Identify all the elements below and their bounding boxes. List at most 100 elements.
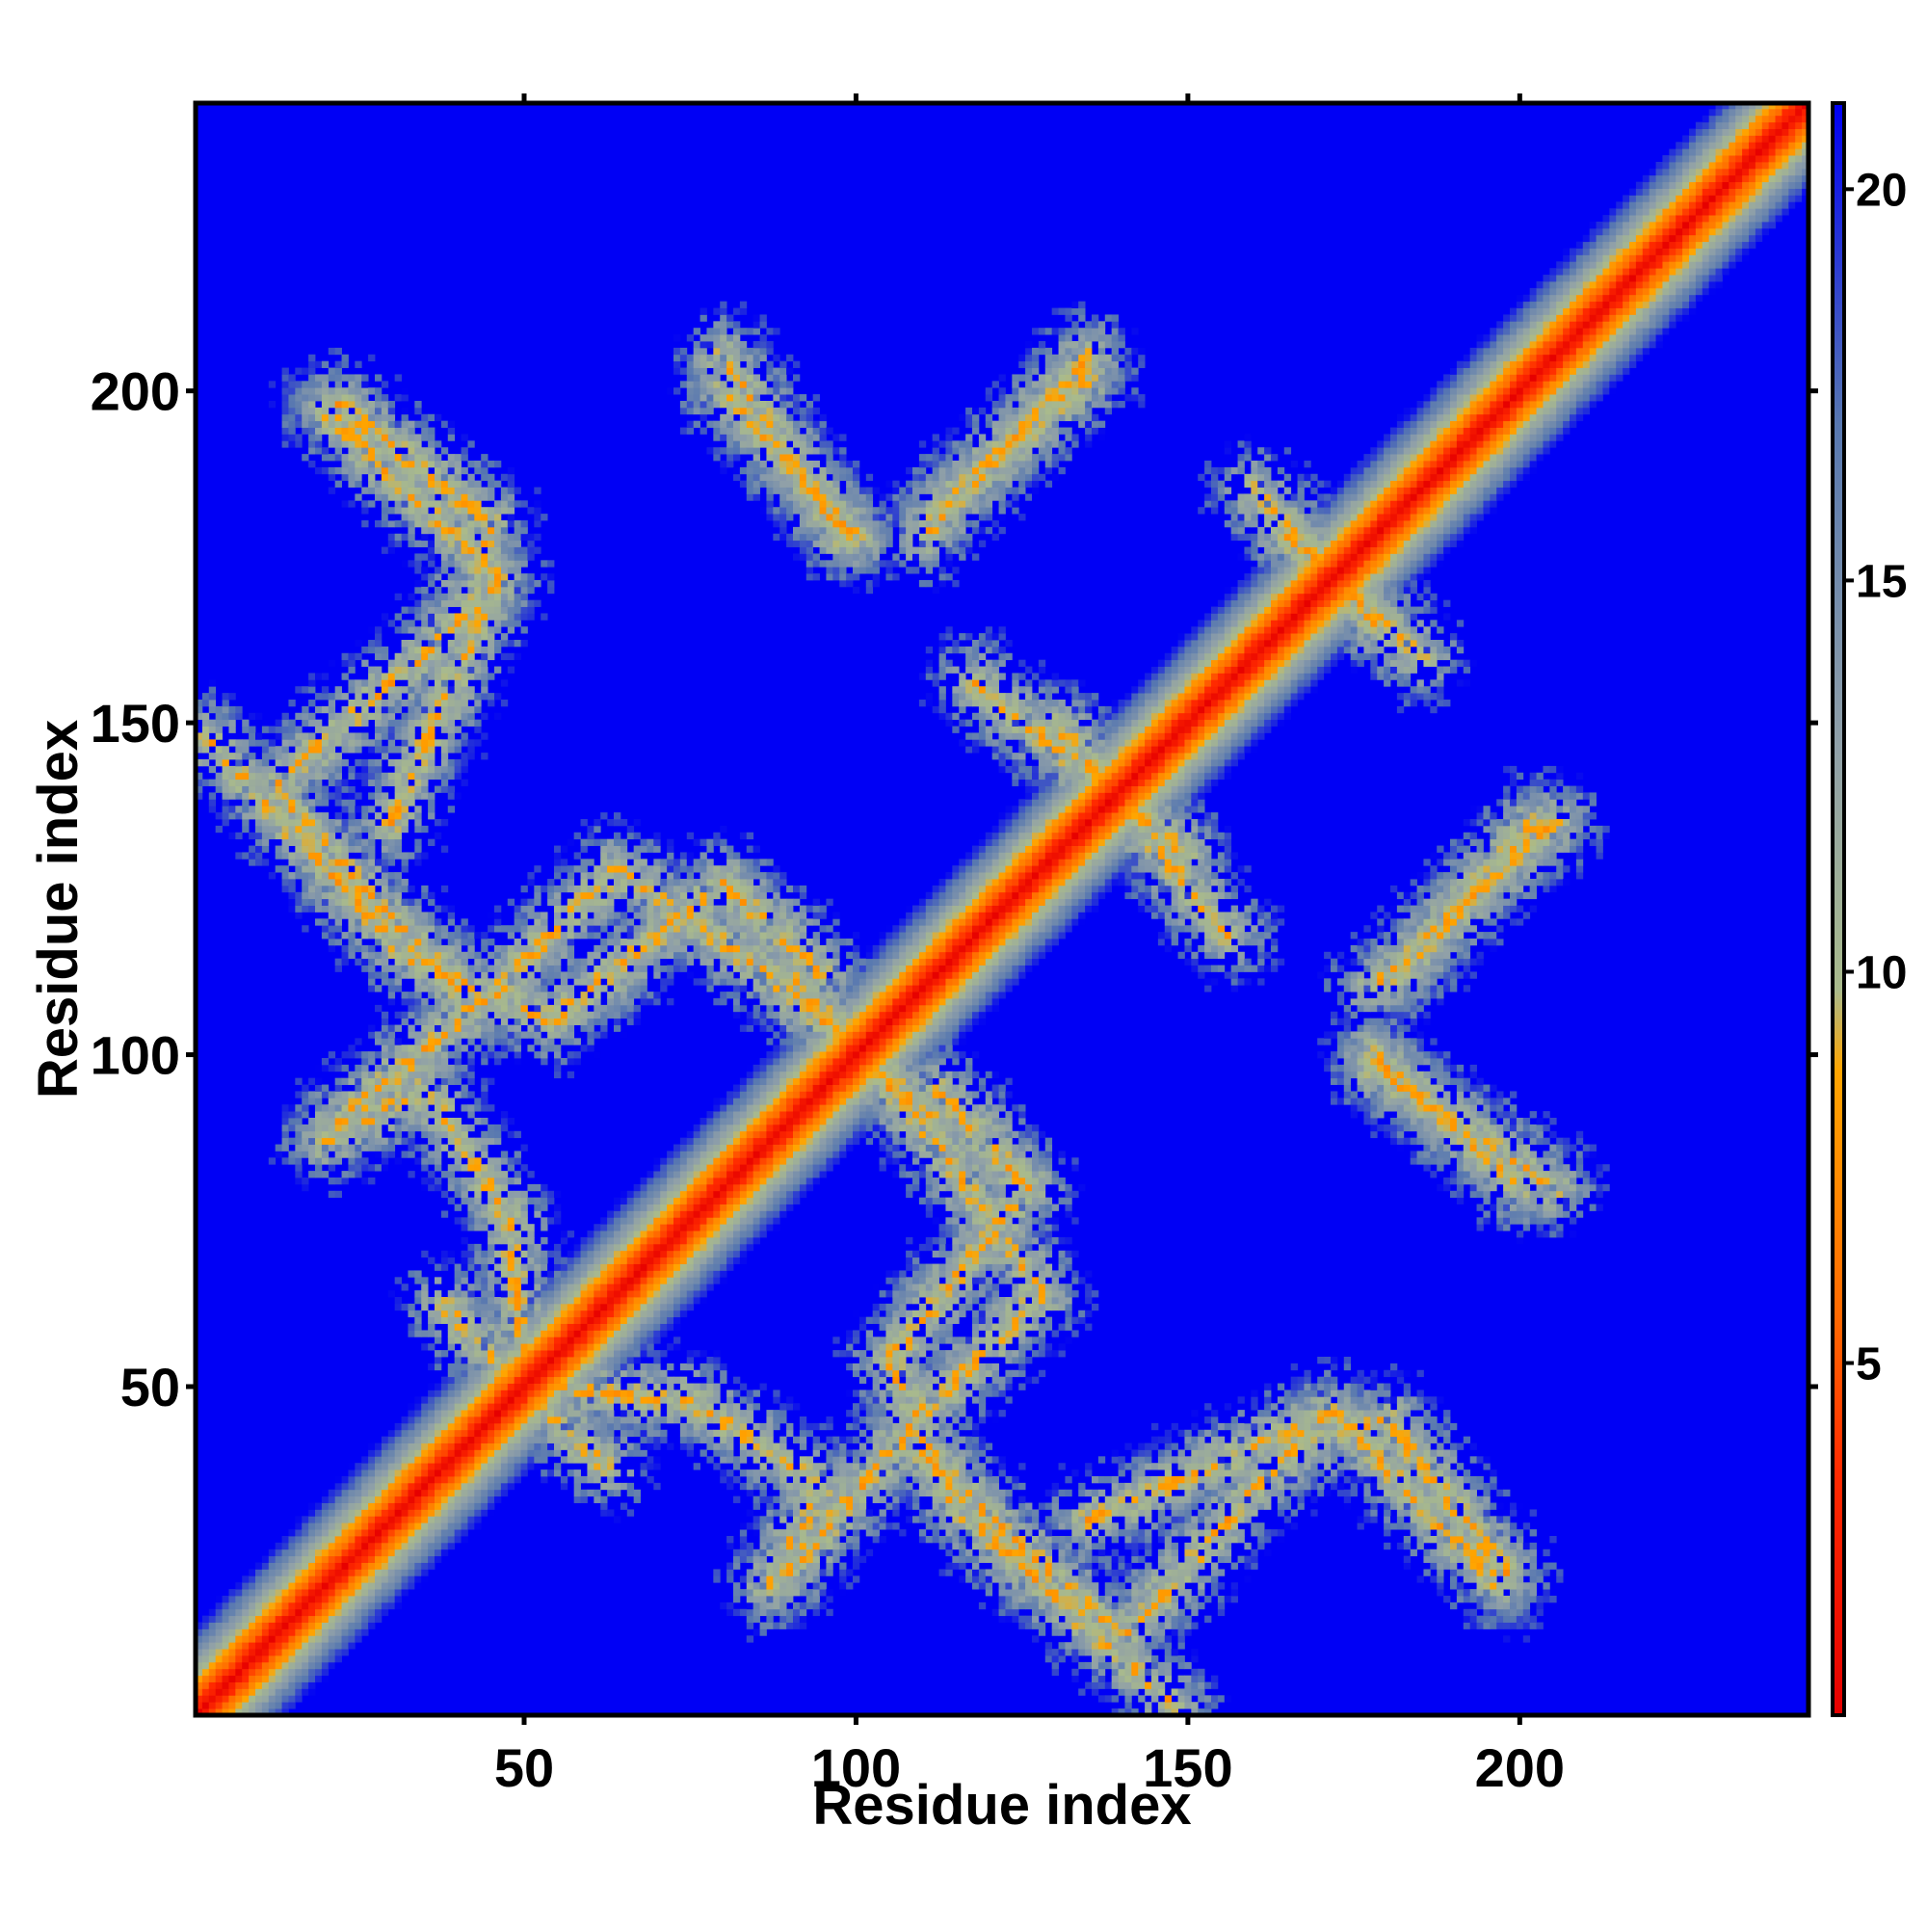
heatmap-cell bbox=[488, 1489, 495, 1497]
heatmap-cell bbox=[428, 1410, 436, 1417]
heatmap-cell bbox=[534, 1337, 541, 1344]
heatmap-cell bbox=[414, 1396, 422, 1404]
heatmap-cell bbox=[461, 553, 468, 561]
heatmap-cell bbox=[321, 1655, 330, 1663]
heatmap-cell bbox=[587, 1436, 594, 1443]
heatmap-cell bbox=[567, 1250, 575, 1258]
heatmap-cell bbox=[488, 1403, 495, 1411]
heatmap-cell bbox=[440, 553, 449, 561]
heatmap-cell bbox=[467, 1357, 475, 1364]
heatmap-cell bbox=[474, 626, 482, 634]
heatmap-cell bbox=[461, 1091, 468, 1098]
heatmap-cell bbox=[275, 1601, 282, 1610]
heatmap-cell bbox=[255, 1642, 263, 1650]
heatmap-cell bbox=[488, 1463, 495, 1470]
heatmap-cell bbox=[494, 533, 502, 542]
heatmap-cell bbox=[321, 925, 330, 933]
heatmap-cell bbox=[235, 1708, 243, 1716]
heatmap-cell bbox=[196, 705, 203, 714]
heatmap-cell bbox=[474, 1004, 482, 1013]
heatmap-cell bbox=[507, 1224, 515, 1231]
heatmap-cell bbox=[249, 739, 256, 747]
heatmap-cell bbox=[520, 500, 528, 508]
heatmap-cell bbox=[381, 487, 389, 494]
heatmap-cell bbox=[534, 1422, 541, 1431]
heatmap-cell bbox=[315, 1542, 323, 1550]
heatmap-cell bbox=[334, 779, 342, 786]
heatmap-cell bbox=[534, 965, 541, 972]
heatmap-cell bbox=[321, 812, 330, 820]
heatmap-cell bbox=[421, 427, 429, 435]
heatmap-cell bbox=[308, 1516, 316, 1523]
heatmap-cell bbox=[547, 1284, 555, 1291]
heatmap-cell bbox=[474, 1323, 482, 1331]
heatmap-cell bbox=[375, 1137, 383, 1145]
heatmap-cell bbox=[594, 1263, 601, 1271]
heatmap-cell bbox=[308, 686, 316, 694]
heatmap-cell bbox=[361, 1489, 369, 1497]
heatmap-cell bbox=[494, 1456, 502, 1464]
heatmap-cell bbox=[554, 939, 562, 946]
heatmap-cell bbox=[414, 626, 422, 634]
heatmap-cell bbox=[488, 546, 495, 554]
heatmap-cell bbox=[461, 1270, 468, 1278]
heatmap-cell bbox=[500, 1436, 509, 1443]
heatmap-cell bbox=[494, 958, 502, 966]
heatmap-cell bbox=[361, 965, 369, 972]
heatmap-cell bbox=[308, 753, 316, 760]
heatmap-cell bbox=[534, 1197, 541, 1204]
heatmap-cell bbox=[414, 553, 422, 561]
heatmap-cell bbox=[541, 1051, 548, 1059]
heatmap-cell bbox=[594, 1476, 601, 1484]
heatmap-cell bbox=[381, 918, 389, 926]
heatmap-cell bbox=[447, 1509, 456, 1517]
heatmap-cell bbox=[261, 1655, 270, 1663]
heatmap-cell bbox=[428, 686, 436, 694]
heatmap-cell bbox=[428, 454, 436, 462]
heatmap-cell bbox=[573, 998, 581, 1006]
heatmap-cell bbox=[541, 951, 548, 960]
heatmap-cell bbox=[461, 573, 468, 581]
heatmap-cell bbox=[334, 1091, 342, 1098]
heatmap-cell bbox=[587, 859, 594, 866]
heatmap-cell bbox=[408, 912, 415, 919]
heatmap-cell bbox=[414, 939, 422, 946]
heatmap-cell bbox=[488, 1164, 495, 1172]
heatmap-cell bbox=[275, 759, 282, 767]
heatmap-cell bbox=[295, 1675, 303, 1682]
heatmap-cell bbox=[249, 1608, 256, 1617]
heatmap-cell bbox=[368, 772, 376, 781]
heatmap-cell bbox=[275, 825, 282, 834]
heatmap-cell bbox=[520, 1350, 528, 1358]
heatmap-cell bbox=[461, 1529, 468, 1537]
heatmap-cell bbox=[408, 500, 415, 508]
heatmap-cell bbox=[261, 1615, 270, 1623]
heatmap-cell bbox=[467, 1284, 475, 1291]
heatmap-cell bbox=[208, 700, 217, 707]
heatmap-cell bbox=[368, 1509, 376, 1517]
heatmap-cell bbox=[401, 1111, 409, 1119]
heatmap-cell bbox=[341, 865, 349, 873]
heatmap-cell bbox=[308, 746, 316, 754]
heatmap-cell bbox=[435, 1495, 442, 1503]
heatmap-cell bbox=[554, 859, 562, 866]
heatmap-cell bbox=[481, 1178, 488, 1185]
heatmap-cell bbox=[594, 1429, 601, 1438]
heatmap-cell bbox=[520, 1144, 528, 1151]
heatmap-cell bbox=[381, 1596, 389, 1603]
heatmap-cell bbox=[408, 1429, 415, 1438]
heatmap-cell bbox=[328, 1137, 336, 1145]
heatmap-cell bbox=[560, 859, 568, 866]
heatmap-cell bbox=[454, 693, 462, 701]
heatmap-cell bbox=[520, 1197, 528, 1204]
heatmap-cell bbox=[315, 374, 323, 382]
heatmap-cell bbox=[381, 932, 389, 940]
heatmap-cell bbox=[387, 845, 396, 853]
heatmap-cell bbox=[361, 845, 369, 853]
heatmap-cell bbox=[308, 1681, 316, 1689]
heatmap-cell bbox=[295, 779, 303, 786]
heatmap-cell bbox=[308, 779, 316, 786]
heatmap-cell bbox=[249, 1569, 256, 1576]
heatmap-cell bbox=[261, 1661, 270, 1670]
heatmap-cell bbox=[481, 1038, 488, 1045]
